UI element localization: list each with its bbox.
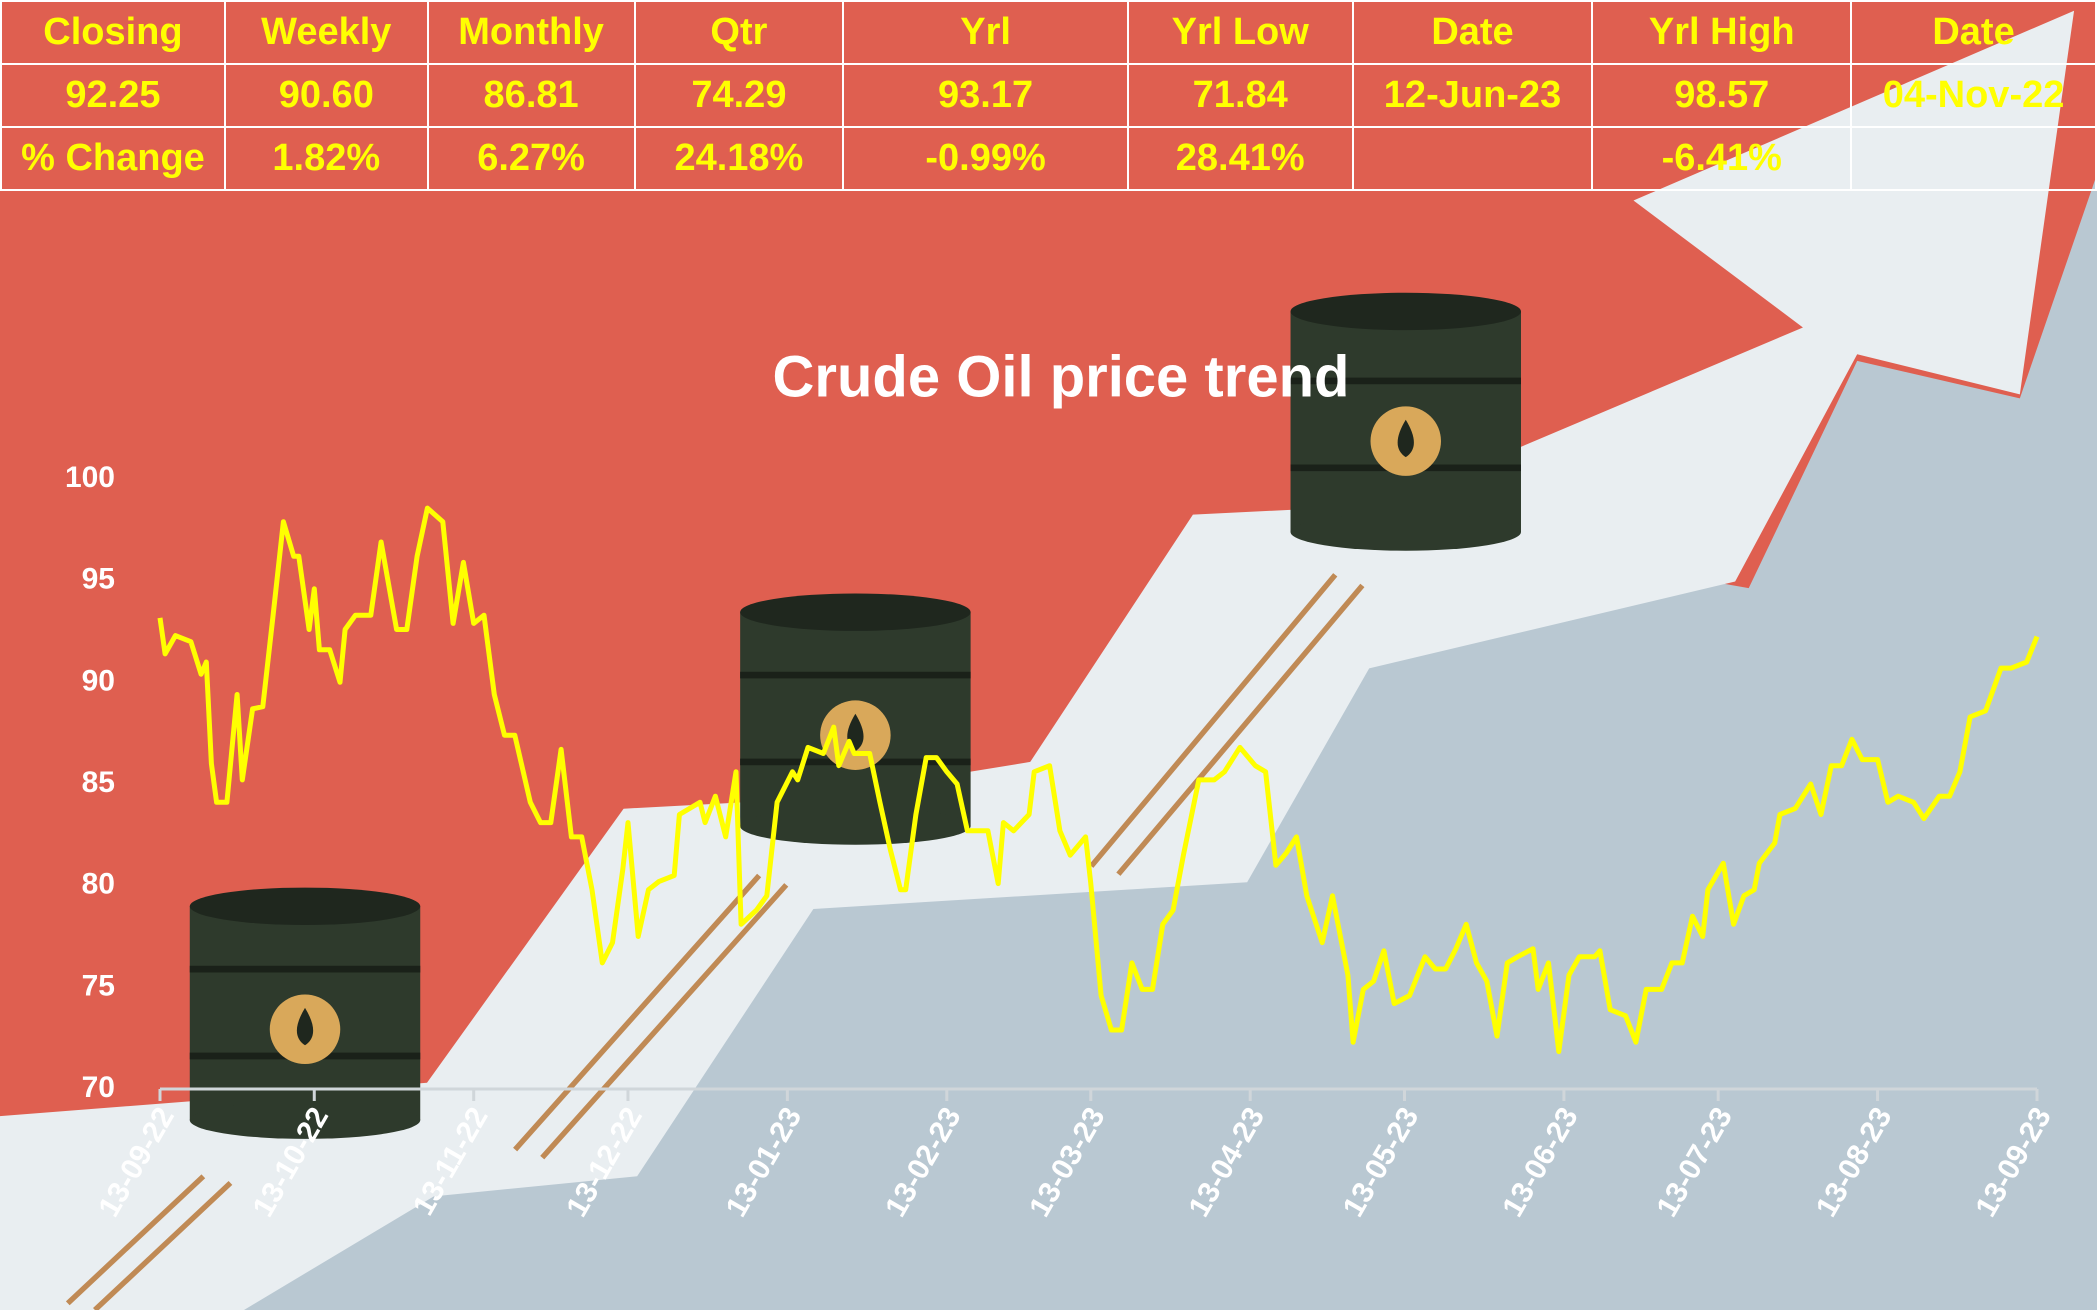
- table-cell: Yrl High: [1591, 0, 1853, 65]
- table-cell: 04-Nov-22: [1850, 63, 2097, 128]
- table-cell: 28.41%: [1126, 126, 1354, 191]
- table-cell: Qtr: [633, 0, 845, 65]
- table-cell: -0.99%: [842, 126, 1129, 191]
- y-tick-label: 85: [82, 766, 115, 799]
- price-line: [157, 505, 2040, 1055]
- y-tick-label: 90: [82, 664, 115, 697]
- ladders: [65, 573, 1365, 1310]
- table-cell: 12-Jun-23: [1351, 63, 1594, 128]
- table-cell: 6.27%: [426, 126, 636, 191]
- table-cell: 92.25: [0, 63, 226, 128]
- table-cell: 74.29: [633, 63, 845, 128]
- table-cell: Yrl Low: [1126, 0, 1354, 65]
- y-tick-label: 75: [82, 969, 115, 1002]
- y-tick-label: 70: [82, 1071, 115, 1104]
- table-cell: 90.60: [223, 63, 429, 128]
- table-cell: 86.81: [426, 63, 636, 128]
- arrow: [0, 10, 2075, 1310]
- table-cell: [1351, 126, 1594, 191]
- y-tick-label: 95: [82, 563, 115, 596]
- decoration: [0, 10, 2097, 1310]
- table-cell: 71.84: [1126, 63, 1354, 128]
- barrel: [189, 887, 421, 1139]
- y-tick-label: 100: [65, 461, 115, 494]
- table-cell: 98.57: [1591, 63, 1853, 128]
- table-cell: 1.82%: [223, 126, 429, 191]
- barrel: [1290, 292, 1521, 551]
- table-cell: Closing: [0, 0, 226, 65]
- header-row: Closing Weekly Monthly Qtr Yrl Yrl Low Date Yrl…: [0, 0, 2097, 65]
- table-cell: 93.17: [842, 63, 1129, 128]
- table-cell: [1850, 126, 2097, 191]
- table-cell: Weekly: [223, 0, 429, 65]
- table-cell: Date: [1850, 0, 2097, 65]
- table-cell: Yrl: [842, 0, 1129, 65]
- chart-title: Crude Oil price trend: [773, 344, 1350, 409]
- table-row: 92.25 90.60 86.81 74.29 93.17 71.84 12-Jun-23 9…: [0, 63, 2097, 128]
- table-cell: -6.41%: [1591, 126, 1853, 191]
- barrel: [740, 593, 971, 845]
- table-row: % Change 1.82% 6.27% 24.18% -0.99% 28.41% -6.4…: [0, 126, 2097, 191]
- table-cell: Monthly: [426, 0, 636, 65]
- table-cell: % Change: [0, 126, 226, 191]
- summary-table: Closing Weekly Monthly Qtr Yrl Yrl Low Date Yrl…: [0, 0, 2097, 191]
- table-cell: Date: [1351, 0, 1594, 65]
- table-cell: 24.18%: [633, 126, 845, 191]
- y-tick-label: 80: [82, 868, 115, 901]
